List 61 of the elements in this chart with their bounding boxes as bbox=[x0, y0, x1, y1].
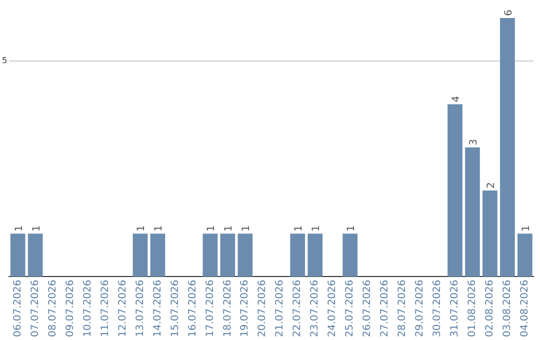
x-tick-label: 20.07.2026 bbox=[257, 280, 268, 338]
data-label: 6 bbox=[503, 10, 514, 16]
x-tick-label: 26.07.2026 bbox=[362, 280, 374, 338]
x-tick-label: 28.07.2026 bbox=[397, 280, 408, 338]
data-label: 1 bbox=[520, 225, 532, 232]
x-tick-label: 31.07.2026 bbox=[450, 280, 461, 338]
data-label: 1 bbox=[136, 225, 148, 232]
y-tick-label: 5 bbox=[2, 56, 8, 66]
x-tick-label: 30.07.2026 bbox=[432, 280, 444, 338]
data-label: 1 bbox=[14, 225, 25, 232]
bar bbox=[290, 234, 306, 277]
x-tick-label: 10.07.2026 bbox=[82, 280, 94, 338]
x-tick-label: 11.07.2026 bbox=[100, 280, 111, 338]
data-label: 1 bbox=[206, 225, 218, 232]
data-label: 1 bbox=[31, 225, 42, 232]
bar bbox=[202, 234, 218, 277]
x-tick-label: 12.07.2026 bbox=[117, 280, 128, 338]
x-tick-label: 14.07.2026 bbox=[152, 280, 164, 338]
bar bbox=[518, 234, 532, 277]
x-tick-label: 07.07.2026 bbox=[30, 280, 41, 338]
data-label: 1 bbox=[224, 225, 235, 232]
bar bbox=[342, 234, 358, 277]
x-tick-label: 18.07.2026 bbox=[222, 280, 234, 338]
x-tick-label: 25.07.2026 bbox=[344, 280, 356, 338]
data-label: 1 bbox=[294, 225, 305, 232]
x-tick-label: 02.08.2026 bbox=[484, 280, 496, 338]
data-label: 1 bbox=[154, 225, 165, 232]
bar bbox=[132, 234, 148, 277]
bar bbox=[28, 234, 43, 277]
x-tick-label: 21.07.2026 bbox=[274, 280, 286, 338]
data-label: 1 bbox=[311, 225, 322, 232]
x-tick-label: 03.08.2026 bbox=[502, 280, 514, 338]
x-tick-label: 15.07.2026 bbox=[170, 280, 181, 338]
x-tick-label: 16.07.2026 bbox=[187, 280, 198, 338]
data-label: 4 bbox=[450, 96, 462, 102]
bar bbox=[150, 234, 166, 277]
x-tick-label: 29.07.2026 bbox=[414, 280, 426, 338]
data-label: 3 bbox=[468, 138, 480, 146]
bar bbox=[465, 147, 480, 277]
x-tick-label: 27.07.2026 bbox=[380, 280, 391, 338]
bar bbox=[482, 190, 498, 277]
x-tick-label: 23.07.2026 bbox=[310, 280, 321, 338]
x-tick-label: 24.07.2026 bbox=[327, 280, 338, 338]
bar bbox=[220, 234, 236, 277]
data-label: 1 bbox=[241, 225, 252, 232]
x-tick-label: 17.07.2026 bbox=[204, 280, 216, 338]
data-label: 2 bbox=[486, 182, 497, 188]
x-tick-label: 13.07.2026 bbox=[134, 280, 146, 338]
data-label: 1 bbox=[346, 225, 358, 232]
bar bbox=[10, 234, 26, 277]
x-tick-label: 22.07.2026 bbox=[292, 280, 304, 338]
bar bbox=[448, 104, 462, 277]
bar bbox=[308, 234, 323, 277]
bar bbox=[238, 234, 253, 277]
x-tick-label: 06.07.2026 bbox=[12, 280, 24, 338]
bar bbox=[500, 18, 515, 277]
x-tick-label: 09.07.2026 bbox=[64, 280, 76, 338]
x-tick-label: 04.08.2026 bbox=[520, 280, 531, 338]
x-tick-label: 08.07.2026 bbox=[47, 280, 58, 338]
x-tick-label: 01.08.2026 bbox=[467, 280, 478, 338]
x-tick-label: 19.07.2026 bbox=[240, 280, 251, 338]
